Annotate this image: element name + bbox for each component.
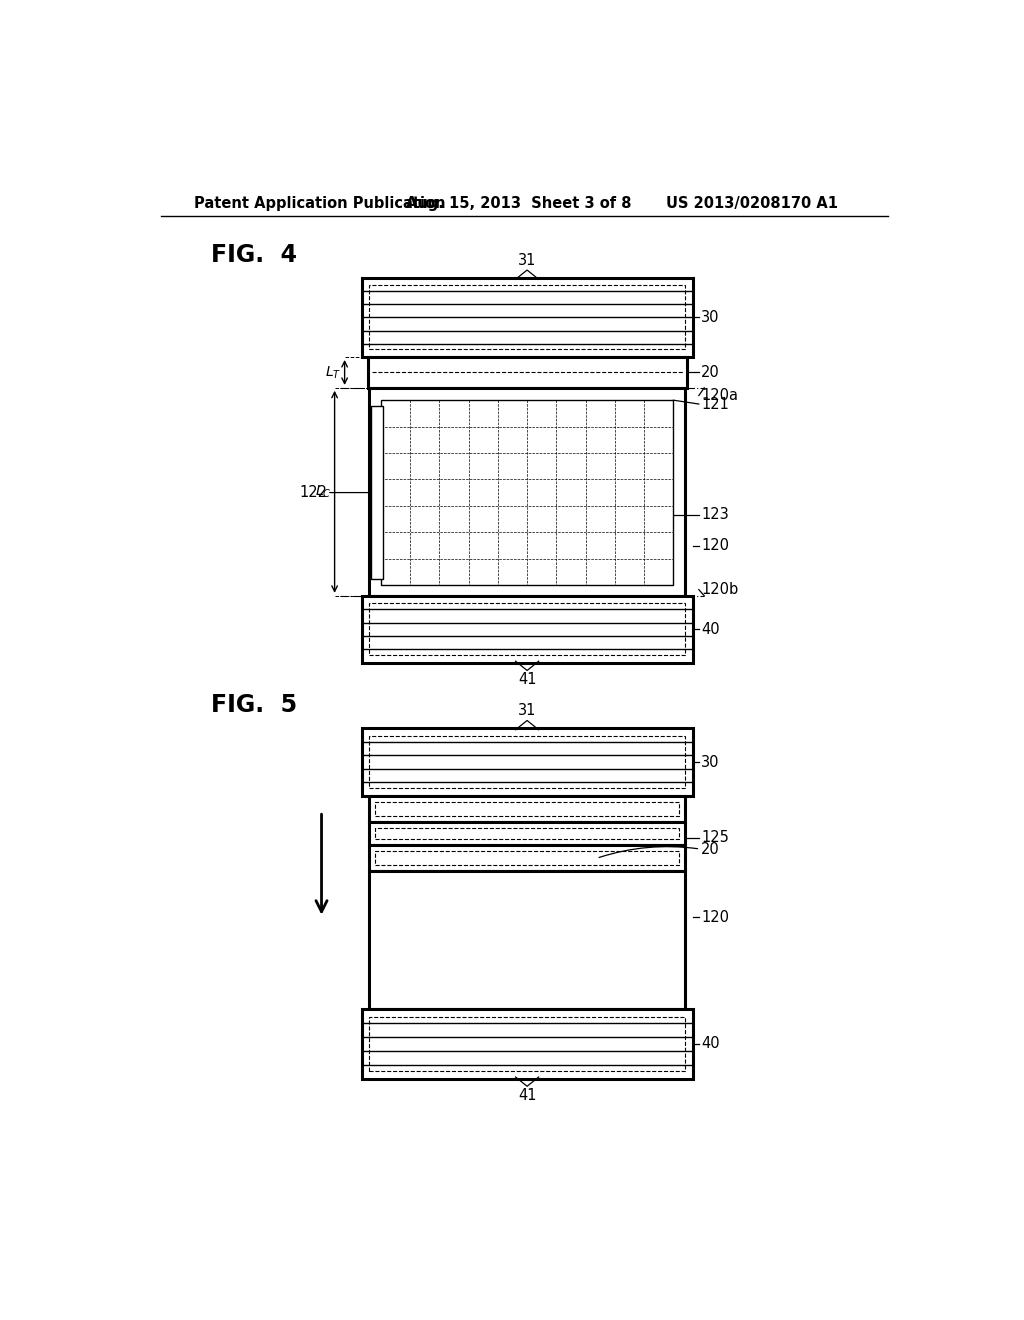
- Bar: [370, 737, 685, 788]
- Text: 20: 20: [701, 842, 720, 857]
- Bar: [361, 729, 692, 796]
- Text: Aug. 15, 2013  Sheet 3 of 8: Aug. 15, 2013 Sheet 3 of 8: [407, 195, 632, 211]
- Text: 122: 122: [300, 484, 328, 500]
- Text: 41: 41: [518, 1088, 537, 1104]
- Bar: [381, 400, 674, 585]
- Text: 41: 41: [518, 672, 537, 688]
- Text: $L_C$: $L_C$: [315, 483, 332, 500]
- Bar: [370, 603, 685, 655]
- Text: 120b: 120b: [701, 582, 738, 597]
- Text: 121: 121: [701, 396, 729, 412]
- Text: 20: 20: [701, 364, 720, 380]
- Text: 125: 125: [701, 830, 729, 845]
- Text: 31: 31: [518, 252, 537, 268]
- Bar: [370, 1016, 685, 1071]
- Text: 31: 31: [518, 704, 537, 718]
- Text: 30: 30: [701, 310, 720, 325]
- Bar: [370, 822, 685, 845]
- Bar: [370, 845, 685, 871]
- Bar: [361, 277, 692, 358]
- Text: US 2013/0208170 A1: US 2013/0208170 A1: [666, 195, 838, 211]
- Bar: [370, 285, 685, 350]
- Text: 120a: 120a: [701, 388, 738, 403]
- Bar: [376, 829, 679, 840]
- Bar: [370, 388, 685, 595]
- Text: 40: 40: [701, 622, 720, 636]
- Text: 40: 40: [701, 1036, 720, 1052]
- Text: 120: 120: [701, 909, 729, 925]
- Bar: [361, 595, 692, 663]
- Bar: [376, 803, 679, 816]
- Bar: [361, 1010, 692, 1078]
- Text: 123: 123: [701, 507, 729, 523]
- Text: 120: 120: [701, 539, 729, 553]
- Text: 30: 30: [701, 755, 720, 770]
- Text: Patent Application Publication: Patent Application Publication: [194, 195, 445, 211]
- Bar: [371, 407, 383, 579]
- Text: $L_T$: $L_T$: [326, 364, 342, 380]
- Text: FIG.  5: FIG. 5: [211, 693, 298, 717]
- Bar: [370, 796, 685, 822]
- Bar: [368, 358, 686, 388]
- Bar: [370, 871, 685, 1010]
- Text: FIG.  4: FIG. 4: [211, 243, 297, 267]
- Bar: [376, 851, 679, 866]
